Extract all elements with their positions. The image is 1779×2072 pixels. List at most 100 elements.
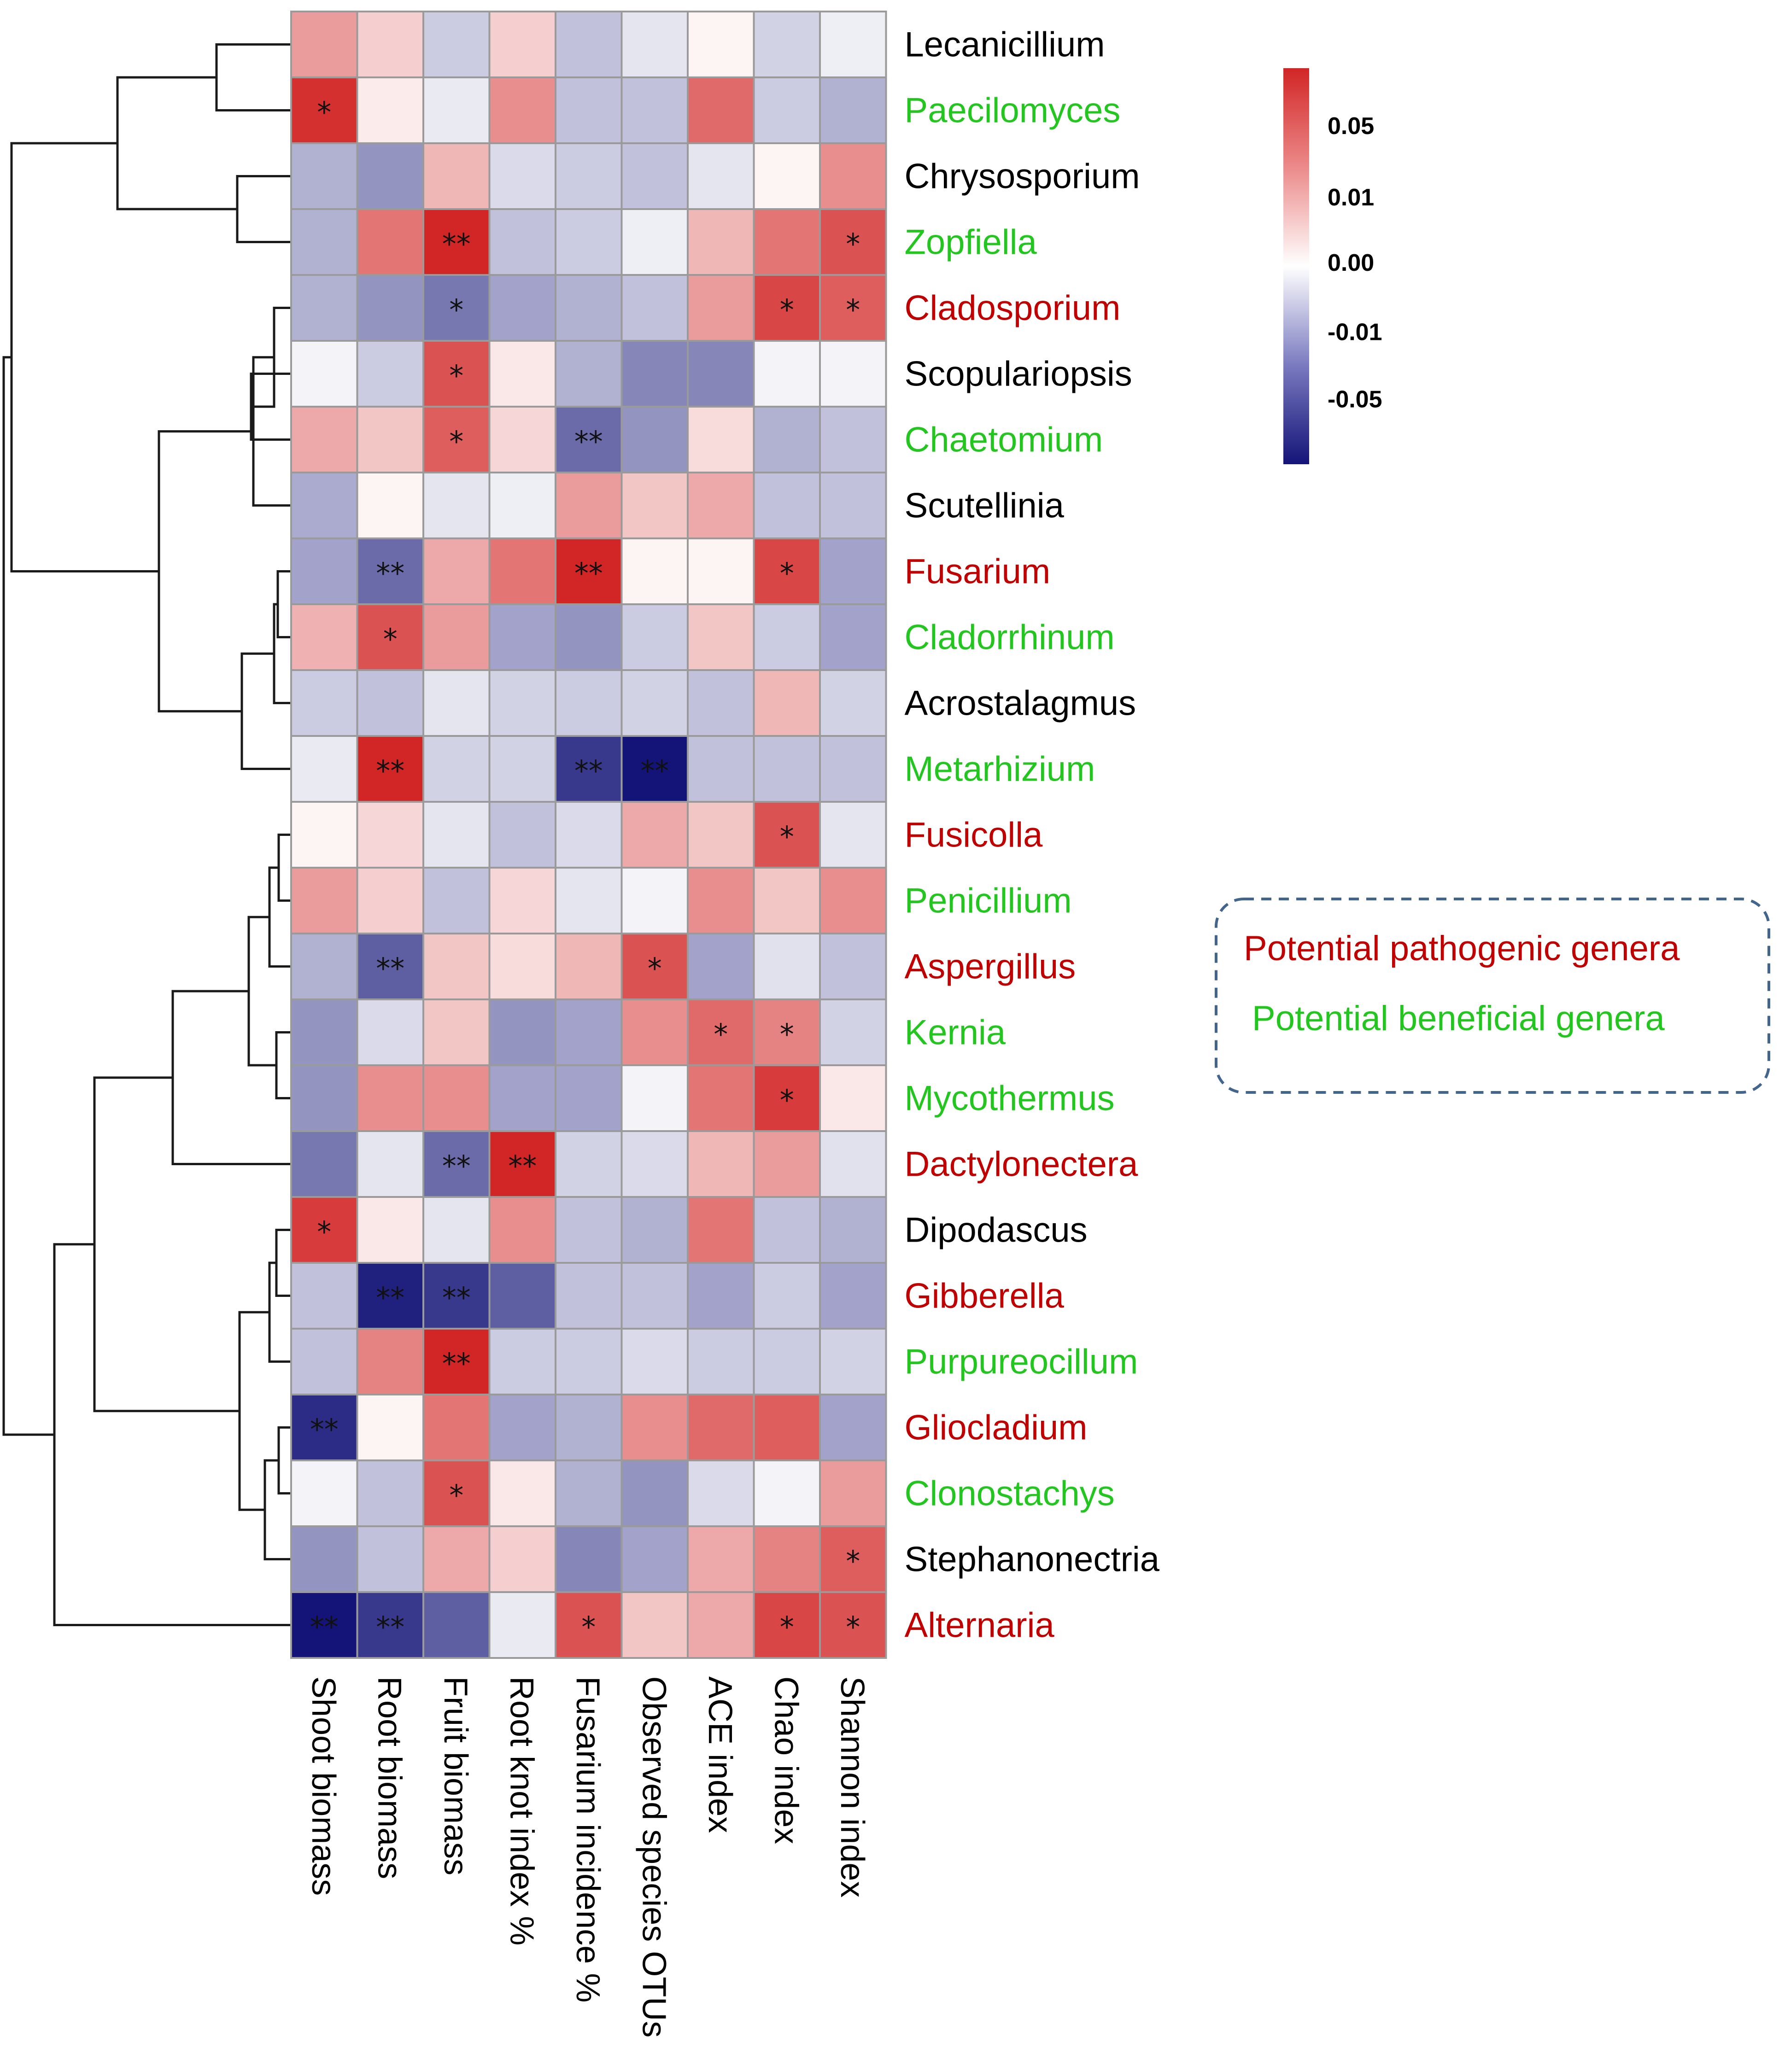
significance-mark: **: [574, 425, 603, 459]
cell-dactylonectera-fusarium-incidence: [555, 1130, 623, 1198]
cell-gibberella-shannon-index: [819, 1262, 887, 1330]
cell-dactylonectera-root-biomass: [356, 1130, 424, 1198]
colorbar-tick-label: 0.05: [1328, 113, 1374, 140]
dendrogram-branch: [215, 43, 291, 111]
cell-purpureocillum-shannon-index: [819, 1328, 887, 1395]
cell-chaetomium-root-biomass: [356, 406, 424, 473]
cell-dactylonectera-ace-index: [687, 1130, 755, 1198]
cell-cladosporium-observed-species-otus: [620, 274, 689, 342]
cell-fusarium-fruit-biomass: [422, 537, 491, 605]
cell-zopfiella-ace-index: [687, 208, 755, 276]
cell-gliocladium-fusarium-incidence: [555, 1394, 623, 1461]
significance-mark: **: [310, 1413, 339, 1447]
cell-chrysosporium-root-biomass: [356, 142, 424, 210]
cell-stephanonectria-ace-index: [687, 1525, 755, 1593]
significance-mark: **: [376, 1281, 404, 1315]
cell-stephanonectria-fusarium-incidence: [555, 1525, 623, 1593]
column-label-observed-species-otus: Observed species OTUs: [635, 1676, 672, 2037]
cell-aspergillus-root-biomass: [356, 933, 424, 1000]
cell-gibberella-fruit-biomass: [422, 1262, 491, 1330]
significance-mark: *: [449, 293, 463, 327]
cell-dipodascus-shannon-index: [819, 1196, 887, 1264]
significance-mark: *: [317, 1215, 331, 1249]
cell-penicillium-ace-index: [687, 867, 755, 934]
colorbar-tick-label: 0.00: [1328, 250, 1374, 276]
cell-stephanonectria-root-knot-index: [488, 1525, 556, 1593]
legend-pathogenic: Potential pathogenic genera: [1244, 929, 1680, 968]
cell-alternaria-root-knot-index: [488, 1591, 556, 1659]
cell-stephanonectria-root-biomass: [356, 1525, 424, 1593]
cell-scopulariopsis-ace-index: [687, 340, 755, 408]
column-label-fusarium-incidence: Fusarium incidence %: [569, 1676, 606, 2002]
cell-metarhizium-shoot-biomass: [290, 735, 358, 803]
cell-acrostalagmus-root-biomass: [356, 669, 424, 737]
cell-acrostalagmus-observed-species-otus: [620, 669, 689, 737]
row-labels: Lecanicillium Paecilomyces Chrysosporium Zo…: [905, 25, 1160, 1645]
cell-paecilomyces-observed-species-otus: [620, 76, 689, 144]
legend-beneficial: Potential beneficial genera: [1252, 999, 1665, 1038]
dendrogram-branch: [10, 142, 159, 572]
cell-alternaria-root-biomass: [356, 1591, 424, 1659]
significance-mark: *: [383, 623, 398, 656]
dendrogram-branch: [93, 1076, 240, 1412]
cell-lecanicillium-observed-species-otus: [620, 11, 689, 78]
cell-aspergillus-chao-index: [753, 933, 821, 1000]
cell-cladorrhinum-fusarium-incidence: [555, 603, 623, 671]
cell-mycothermus-fusarium-incidence: [555, 1064, 623, 1132]
cell-scopulariopsis-shoot-biomass: [290, 340, 358, 408]
cell-metarhizium-root-knot-index: [488, 735, 556, 803]
cell-dactylonectera-shannon-index: [819, 1130, 887, 1198]
cell-dipodascus-root-biomass: [356, 1196, 424, 1264]
cell-lecanicillium-fruit-biomass: [422, 11, 491, 78]
significance-mark: **: [442, 1347, 471, 1381]
significance-mark: **: [376, 952, 404, 986]
cell-fusarium-ace-index: [687, 537, 755, 605]
cell-gibberella-chao-index: [753, 1262, 821, 1330]
cell-scopulariopsis-root-knot-index: [488, 340, 556, 408]
cell-aspergillus-fusarium-incidence: [555, 933, 623, 1000]
cell-lecanicillium-chao-index: [753, 11, 821, 78]
significance-mark: *: [846, 228, 860, 261]
cell-scopulariopsis-fusarium-incidence: [555, 340, 623, 408]
cell-penicillium-shoot-biomass: [290, 867, 358, 934]
cell-acrostalagmus-chao-index: [753, 669, 821, 737]
cell-kernia-root-knot-index: [488, 998, 556, 1066]
cell-lecanicillium-shannon-index: [819, 11, 887, 78]
cell-penicillium-root-knot-index: [488, 867, 556, 934]
cell-fusicolla-root-biomass: [356, 801, 424, 869]
cell-scutellinia-ace-index: [687, 472, 755, 539]
cell-aspergillus-shannon-index: [819, 933, 887, 1000]
significance-mark: *: [780, 293, 794, 327]
row-label-fusicolla: Fusicolla: [905, 816, 1043, 855]
legend-box: [1215, 898, 1770, 1094]
cell-fusicolla-fruit-biomass: [422, 801, 491, 869]
column-label-root-knot-index: Root knot index %: [503, 1676, 540, 1945]
cell-purpureocillum-root-knot-index: [488, 1328, 556, 1395]
cell-chaetomium-shoot-biomass: [290, 406, 358, 473]
cell-lecanicillium-shoot-biomass: [290, 11, 358, 78]
cell-dipodascus-chao-index: [753, 1196, 821, 1264]
cell-dipodascus-observed-species-otus: [620, 1196, 689, 1264]
row-label-cladosporium: Cladosporium: [905, 289, 1121, 328]
cell-purpureocillum-chao-index: [753, 1328, 821, 1395]
row-label-clonostachys: Clonostachys: [905, 1474, 1115, 1513]
column-labels: Shoot biomass Root biomass Fruit biomass Ro…: [305, 1676, 871, 2037]
cell-kernia-observed-species-otus: [620, 998, 689, 1066]
significance-mark: *: [846, 1611, 860, 1644]
cell-lecanicillium-fusarium-incidence: [555, 11, 623, 78]
row-label-purpureocillum: Purpureocillum: [905, 1342, 1138, 1382]
cell-chaetomium-shannon-index: [819, 406, 887, 473]
cell-aspergillus-root-knot-index: [488, 933, 556, 1000]
cell-acrostalagmus-fusarium-incidence: [555, 669, 623, 737]
cell-fusicolla-ace-index: [687, 801, 755, 869]
row-label-cladorrhinum: Cladorrhinum: [905, 618, 1115, 657]
cell-chaetomium-chao-index: [753, 406, 821, 473]
dendrogram-branch: [53, 1243, 291, 1626]
cell-cladorrhinum-observed-species-otus: [620, 603, 689, 671]
row-label-fusarium: Fusarium: [905, 552, 1051, 591]
cell-fusarium-shoot-biomass: [290, 537, 358, 605]
cell-zopfiella-fusarium-incidence: [555, 208, 623, 276]
row-dendrogram: [2, 43, 291, 1626]
row-label-penicillium: Penicillium: [905, 881, 1072, 921]
